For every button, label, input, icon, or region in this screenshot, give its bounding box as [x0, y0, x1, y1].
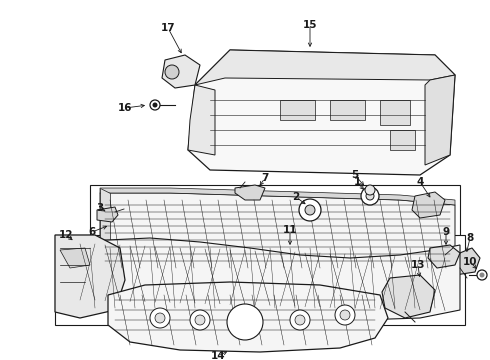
Text: 5: 5 [351, 170, 359, 180]
Polygon shape [390, 130, 415, 150]
Circle shape [366, 192, 374, 200]
Polygon shape [65, 238, 460, 320]
Circle shape [150, 308, 170, 328]
Text: 13: 13 [411, 260, 425, 270]
Circle shape [477, 270, 487, 280]
Circle shape [305, 205, 315, 215]
Text: 14: 14 [211, 351, 225, 360]
Polygon shape [97, 207, 118, 222]
Circle shape [165, 65, 179, 79]
Circle shape [245, 317, 255, 327]
Polygon shape [100, 188, 110, 270]
Text: 6: 6 [88, 227, 96, 237]
Text: 4: 4 [416, 177, 424, 187]
Circle shape [340, 310, 350, 320]
Polygon shape [55, 235, 465, 325]
Polygon shape [195, 50, 455, 85]
Circle shape [299, 199, 321, 221]
Polygon shape [382, 275, 435, 318]
Polygon shape [162, 55, 200, 88]
Polygon shape [412, 192, 445, 218]
Polygon shape [100, 193, 455, 270]
Polygon shape [90, 185, 460, 282]
Circle shape [150, 100, 160, 110]
Text: 7: 7 [261, 173, 269, 183]
Text: 15: 15 [303, 20, 317, 30]
Polygon shape [235, 185, 265, 200]
Polygon shape [280, 100, 315, 120]
Text: 2: 2 [293, 192, 299, 202]
Circle shape [361, 187, 379, 205]
Circle shape [227, 304, 263, 340]
Text: 12: 12 [59, 230, 73, 240]
Polygon shape [330, 100, 365, 120]
Polygon shape [108, 282, 388, 352]
Text: 17: 17 [161, 23, 175, 33]
Polygon shape [380, 100, 410, 125]
Polygon shape [428, 245, 460, 268]
Polygon shape [100, 188, 455, 205]
Polygon shape [425, 75, 455, 165]
Text: 11: 11 [283, 225, 297, 235]
Text: 10: 10 [463, 257, 477, 267]
Circle shape [290, 310, 310, 330]
Circle shape [190, 310, 210, 330]
Circle shape [195, 315, 205, 325]
Text: 1: 1 [353, 177, 361, 187]
Polygon shape [60, 248, 90, 268]
Polygon shape [188, 85, 215, 155]
Text: 9: 9 [442, 227, 449, 237]
Circle shape [335, 305, 355, 325]
Circle shape [295, 315, 305, 325]
Text: 16: 16 [118, 103, 132, 113]
Text: 3: 3 [97, 203, 103, 213]
Circle shape [365, 185, 375, 195]
Circle shape [240, 312, 260, 332]
Polygon shape [55, 235, 125, 318]
Circle shape [155, 313, 165, 323]
Circle shape [480, 273, 485, 278]
Circle shape [152, 103, 157, 108]
Polygon shape [450, 248, 480, 275]
Text: 8: 8 [466, 233, 474, 243]
Polygon shape [188, 50, 455, 175]
